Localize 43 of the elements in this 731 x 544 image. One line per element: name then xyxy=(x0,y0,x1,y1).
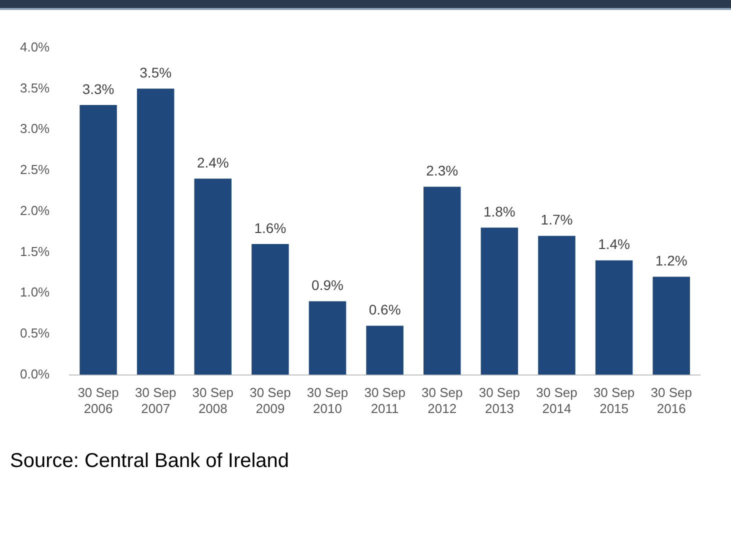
data-label: 3.3% xyxy=(82,80,114,97)
bar xyxy=(136,88,174,375)
data-label: 1.6% xyxy=(254,220,286,236)
source-note: Source: Central Bank of Ireland xyxy=(10,450,290,473)
x-tick-label: 30 Sep 2010 xyxy=(306,385,348,416)
bar xyxy=(480,228,518,375)
bar xyxy=(194,178,232,375)
bar xyxy=(252,244,289,375)
bar xyxy=(366,326,404,375)
y-tick-label: 0.5% xyxy=(20,326,50,341)
y-tick-label: 4.0% xyxy=(20,39,50,54)
data-label: 1.7% xyxy=(540,212,573,228)
data-label: 0.6% xyxy=(368,302,401,318)
bar xyxy=(308,301,346,375)
x-tick-label: 30 Sep 2012 xyxy=(422,385,463,416)
bar xyxy=(423,186,461,375)
y-tick-label: 1.5% xyxy=(20,244,50,259)
x-tick-label: 30 Sep 2007 xyxy=(134,385,176,416)
bar xyxy=(80,105,117,375)
x-tick-label: 30 Sep 2013 xyxy=(478,385,520,416)
x-tick-label: 30 Sep 2011 xyxy=(364,385,406,416)
x-tick-label: 30 Sep 2014 xyxy=(536,385,578,416)
y-tick-label: 2.5% xyxy=(20,162,50,178)
bar xyxy=(595,260,633,375)
x-tick-label: 30 Sep 2009 xyxy=(250,385,291,416)
y-tick-label: 2.0% xyxy=(20,202,50,218)
x-tick-label: 30 Sep 2008 xyxy=(192,385,234,416)
data-label: 0.9% xyxy=(312,277,344,294)
data-label: 1.4% xyxy=(598,236,630,252)
data-label: 2.3% xyxy=(426,162,458,179)
bar xyxy=(652,276,690,375)
data-label: 2.4% xyxy=(196,154,229,170)
y-tick-label: 3.5% xyxy=(20,80,50,96)
bar xyxy=(538,236,576,375)
x-tick-label: 30 Sep 2016 xyxy=(650,385,692,416)
y-tick-label: 1.0% xyxy=(20,284,50,300)
data-label: 3.5% xyxy=(140,64,172,81)
y-tick-label: 0.0% xyxy=(20,366,50,382)
x-tick-label: 30 Sep 2015 xyxy=(593,385,635,416)
x-tick-label: 30 Sep 2006 xyxy=(78,385,119,416)
y-tick-label: 3.0% xyxy=(20,121,50,136)
data-label: 1.2% xyxy=(655,252,688,269)
data-label: 1.8% xyxy=(483,204,516,220)
